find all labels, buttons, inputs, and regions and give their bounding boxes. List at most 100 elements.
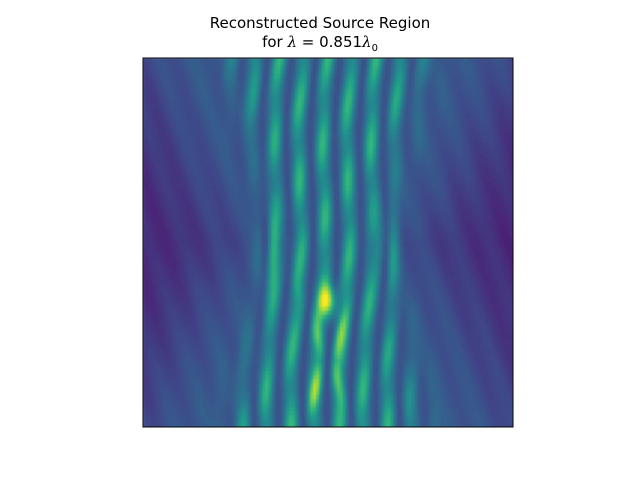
- heatmap-cell: [184, 94, 189, 99]
- heatmap-cell: [351, 90, 356, 95]
- heatmap-cell: [154, 78, 159, 83]
- heatmap-cell: [289, 94, 293, 99]
- heatmap-cell: [259, 78, 263, 83]
- heatmap-cell: [504, 58, 508, 63]
- heatmap-cell: [310, 82, 314, 87]
- heatmap-cell: [330, 82, 335, 87]
- heatmap-cell: [292, 86, 296, 91]
- heatmap-cell: [298, 66, 302, 71]
- heatmap-cell: [301, 82, 305, 87]
- heatmap-cell: [408, 98, 413, 103]
- heatmap-cell: [360, 62, 365, 67]
- heatmap-cell: [157, 98, 162, 103]
- heatmap-cell: [444, 98, 448, 103]
- heatmap-cell: [238, 58, 243, 63]
- heatmap-cell: [184, 98, 189, 103]
- heatmap-cell: [211, 94, 216, 99]
- heatmap-cell: [486, 58, 490, 63]
- heatmap-cell: [438, 70, 442, 75]
- heatmap-cell: [211, 74, 216, 79]
- heatmap-cell: [178, 74, 183, 79]
- heatmap-cell: [348, 66, 353, 71]
- heatmap-cell: [295, 94, 299, 99]
- heatmap-cell: [247, 82, 252, 87]
- heatmap-cell: [486, 82, 490, 87]
- heatmap-cell: [459, 62, 463, 67]
- heatmap-cell: [330, 78, 335, 83]
- heatmap-cell: [262, 86, 266, 91]
- heatmap-cell: [271, 58, 275, 63]
- heatmap-cell: [143, 86, 147, 91]
- heatmap-cell: [432, 74, 437, 79]
- heatmap-cell: [211, 90, 216, 95]
- heatmap-cell: [369, 90, 374, 95]
- heatmap-cell: [280, 78, 284, 83]
- heatmap-cell: [274, 86, 278, 91]
- heatmap-cell: [351, 58, 356, 63]
- heatmap-cell: [486, 78, 490, 83]
- heatmap-cell: [390, 70, 395, 75]
- heatmap-cell: [486, 94, 490, 99]
- heatmap-cell: [405, 70, 410, 75]
- heatmap-cell: [211, 78, 216, 83]
- heatmap-cell: [205, 62, 210, 67]
- heatmap-cell: [447, 74, 451, 79]
- heatmap-cell: [366, 62, 371, 67]
- heatmap-cell: [298, 70, 302, 75]
- heatmap-cell: [229, 98, 234, 103]
- heatmap-cell: [143, 98, 147, 103]
- heatmap-cell: [384, 98, 389, 103]
- heatmap-cell: [265, 78, 269, 83]
- heatmap-cell: [226, 94, 231, 99]
- heatmap-cell: [411, 62, 416, 67]
- heatmap-cell: [411, 70, 416, 75]
- heatmap-cell: [336, 58, 341, 63]
- heatmap-cell: [423, 98, 428, 103]
- heatmap-cell: [274, 74, 278, 79]
- heatmap-cell: [354, 58, 359, 63]
- heatmap-cell: [298, 102, 302, 107]
- heatmap-cell: [280, 94, 284, 99]
- heatmap-cell: [351, 94, 356, 99]
- heatmap-cell: [360, 58, 365, 63]
- heatmap-cell: [143, 58, 147, 63]
- heatmap-cell: [465, 86, 469, 91]
- heatmap-cell: [310, 90, 314, 95]
- heatmap-cell: [172, 58, 177, 63]
- heatmap-cell: [175, 74, 180, 79]
- heatmap-cell: [292, 82, 296, 87]
- heatmap-cell: [199, 74, 204, 79]
- heatmap-cell: [429, 94, 434, 99]
- heatmap-cell: [399, 66, 404, 71]
- heatmap-cell: [295, 62, 299, 67]
- heatmap-cell: [420, 62, 425, 67]
- heatmap-cell: [310, 62, 314, 67]
- heatmap-cell: [304, 62, 308, 67]
- heatmap-cell: [456, 82, 460, 87]
- heatmap-cell: [256, 78, 260, 83]
- heatmap-cell: [157, 78, 162, 83]
- heatmap-cell: [462, 58, 466, 63]
- heatmap-cell: [396, 62, 401, 67]
- heatmap-cell: [220, 62, 225, 67]
- heatmap-cell: [304, 78, 308, 83]
- heatmap-cell: [181, 74, 186, 79]
- heatmap-cell: [178, 70, 183, 75]
- heatmap-cell: [498, 66, 502, 71]
- heatmap-cell: [510, 74, 513, 79]
- heatmap-cell: [166, 82, 171, 87]
- heatmap-cell: [322, 86, 326, 91]
- heatmap-cell: [429, 66, 434, 71]
- heatmap-cell: [369, 74, 374, 79]
- heatmap-cell: [163, 102, 168, 107]
- heatmap-cell: [148, 90, 153, 95]
- heatmap-cell: [342, 58, 347, 63]
- heatmap-cell: [256, 94, 260, 99]
- heatmap-cell: [217, 90, 222, 95]
- heatmap-cell: [480, 94, 484, 99]
- heatmap-cell: [253, 66, 257, 71]
- heatmap-cell: [280, 82, 284, 87]
- heatmap-cell: [244, 102, 249, 107]
- heatmap-cell: [474, 70, 478, 75]
- heatmap-cell: [456, 94, 460, 99]
